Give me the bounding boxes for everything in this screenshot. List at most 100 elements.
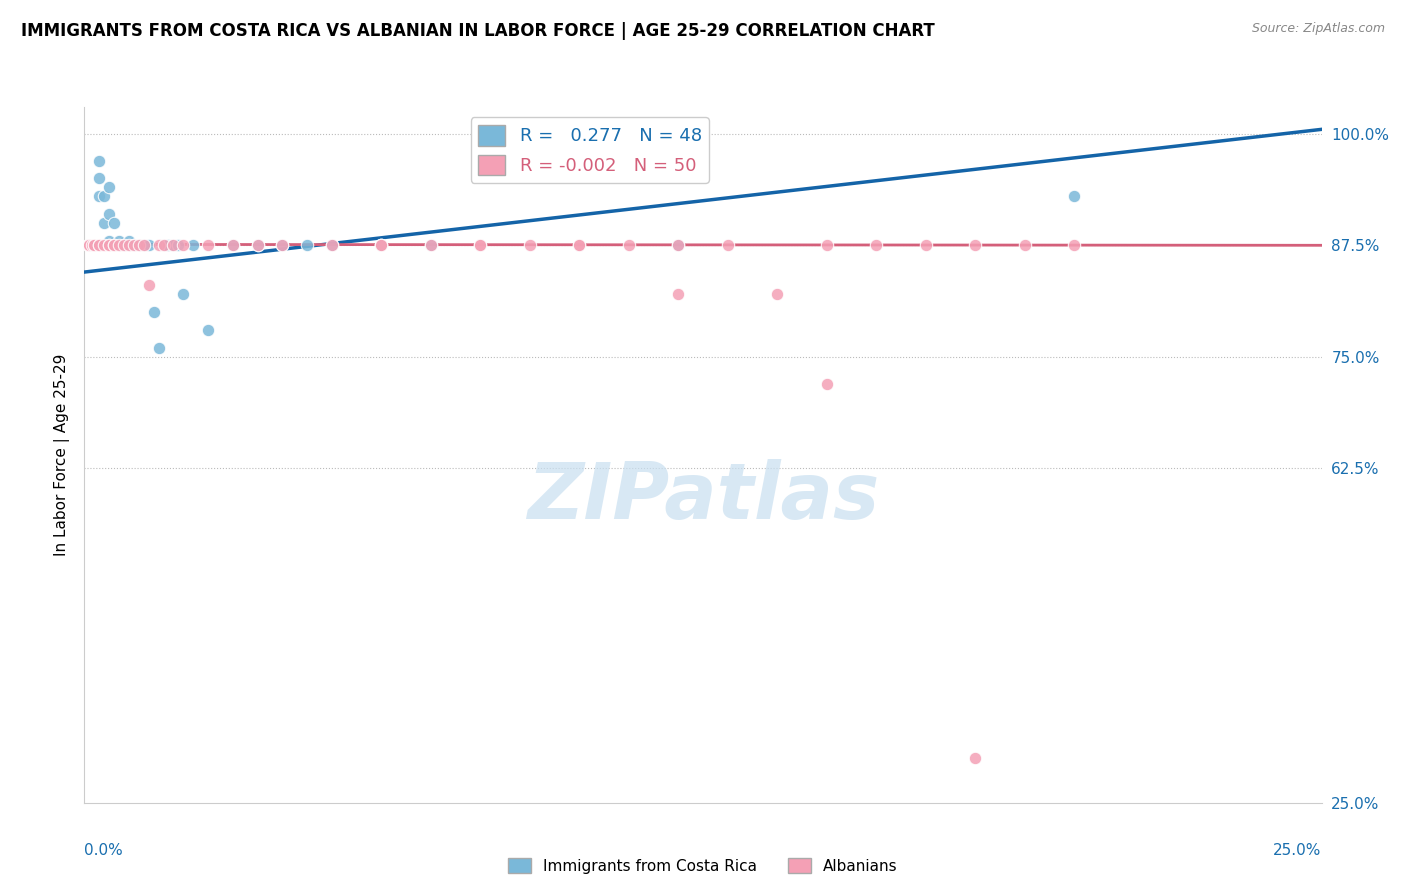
Point: [321, 238, 343, 252]
Point: [965, 751, 987, 765]
Point: [79, 238, 101, 252]
Point: [157, 238, 180, 252]
Point: [1014, 238, 1036, 252]
Point: [103, 238, 125, 252]
Point: [89, 153, 111, 168]
Point: [93, 189, 115, 203]
Point: [122, 238, 145, 252]
Point: [79, 238, 101, 252]
Point: [79, 238, 101, 252]
Text: 25.0%: 25.0%: [1274, 843, 1322, 858]
Y-axis label: In Labor Force | Age 25-29: In Labor Force | Age 25-29: [55, 354, 70, 556]
Point: [112, 238, 135, 252]
Point: [295, 238, 318, 252]
Point: [470, 238, 492, 252]
Point: [148, 341, 170, 355]
Point: [118, 238, 141, 252]
Point: [103, 238, 125, 252]
Point: [419, 238, 441, 252]
Point: [519, 238, 541, 252]
Point: [93, 238, 115, 252]
Point: [197, 323, 219, 337]
Point: [142, 305, 165, 319]
Point: [197, 238, 219, 252]
Legend: Immigrants from Costa Rica, Albanians: Immigrants from Costa Rica, Albanians: [502, 852, 904, 880]
Point: [666, 238, 689, 252]
Point: [122, 238, 145, 252]
Point: [122, 238, 145, 252]
Point: [1063, 238, 1085, 252]
Point: [79, 238, 101, 252]
Point: [98, 238, 121, 252]
Point: [568, 238, 591, 252]
Point: [172, 238, 194, 252]
Point: [717, 238, 740, 252]
Point: [89, 238, 111, 252]
Point: [93, 216, 115, 230]
Point: [271, 238, 294, 252]
Point: [98, 207, 121, 221]
Text: IMMIGRANTS FROM COSTA RICA VS ALBANIAN IN LABOR FORCE | AGE 25-29 CORRELATION CH: IMMIGRANTS FROM COSTA RICA VS ALBANIAN I…: [21, 22, 935, 40]
Text: 0.0%: 0.0%: [84, 843, 124, 858]
Point: [271, 238, 294, 252]
Point: [79, 238, 101, 252]
Point: [167, 238, 190, 252]
Point: [152, 238, 174, 252]
Point: [370, 238, 392, 252]
Point: [132, 238, 155, 252]
Point: [246, 238, 269, 252]
Point: [965, 238, 987, 252]
Point: [112, 238, 135, 252]
Point: [77, 238, 100, 252]
Point: [766, 287, 789, 301]
Point: [370, 238, 392, 252]
Point: [138, 278, 160, 293]
Point: [89, 171, 111, 186]
Point: [568, 238, 591, 252]
Legend: R =   0.277   N = 48, R = -0.002   N = 50: R = 0.277 N = 48, R = -0.002 N = 50: [471, 118, 709, 183]
Point: [83, 238, 105, 252]
Point: [89, 238, 111, 252]
Point: [108, 234, 131, 248]
Point: [103, 216, 125, 230]
Point: [132, 238, 155, 252]
Point: [162, 238, 184, 252]
Point: [1063, 189, 1085, 203]
Point: [666, 287, 689, 301]
Point: [108, 238, 131, 252]
Point: [470, 238, 492, 252]
Point: [617, 238, 640, 252]
Point: [419, 238, 441, 252]
Point: [172, 287, 194, 301]
Point: [83, 238, 105, 252]
Point: [148, 238, 170, 252]
Text: ZIPatlas: ZIPatlas: [527, 458, 879, 534]
Point: [98, 238, 121, 252]
Point: [865, 238, 887, 252]
Point: [98, 180, 121, 194]
Point: [370, 238, 392, 252]
Point: [914, 238, 936, 252]
Point: [162, 238, 184, 252]
Point: [80, 238, 103, 252]
Text: Source: ZipAtlas.com: Source: ZipAtlas.com: [1251, 22, 1385, 36]
Point: [118, 238, 141, 252]
Point: [246, 238, 269, 252]
Point: [79, 238, 101, 252]
Point: [118, 234, 141, 248]
Point: [108, 238, 131, 252]
Point: [152, 238, 174, 252]
Point: [222, 238, 245, 252]
Point: [815, 376, 838, 391]
Point: [112, 238, 135, 252]
Point: [138, 238, 160, 252]
Point: [181, 238, 204, 252]
Point: [128, 238, 150, 252]
Point: [815, 238, 838, 252]
Point: [666, 238, 689, 252]
Point: [321, 238, 343, 252]
Point: [80, 238, 103, 252]
Point: [83, 238, 105, 252]
Point: [83, 238, 105, 252]
Point: [83, 238, 105, 252]
